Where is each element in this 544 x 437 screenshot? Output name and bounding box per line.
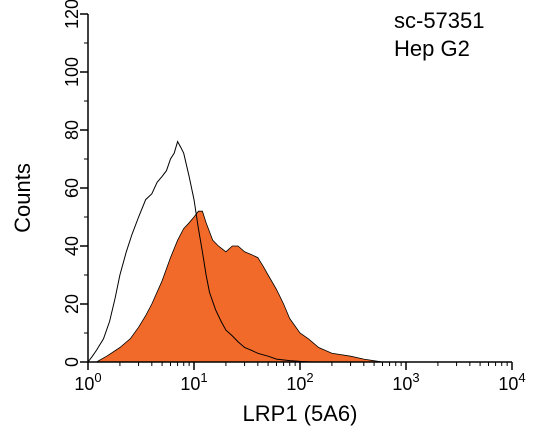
series-outline-histogram <box>87 140 313 363</box>
y-tick-label: 80 <box>62 120 82 140</box>
annotation-antibody: sc-57351 <box>394 8 485 33</box>
x-tick-label: 101 <box>180 370 207 394</box>
y-tick-label: 60 <box>62 178 82 198</box>
y-axis-title: Counts <box>10 163 35 233</box>
y-tick-label: 40 <box>62 236 82 256</box>
x-tick-label: 103 <box>392 370 419 394</box>
x-axis-title: LRP1 (5A6) <box>243 401 358 426</box>
x-axis-ticks: 100 101 102 103 104 <box>74 362 526 394</box>
y-axis-ticks: 0 20 40 60 80 100 120 <box>62 0 88 367</box>
plot-series <box>87 140 383 363</box>
y-tick-label: 0 <box>62 357 82 367</box>
x-tick-label: 102 <box>286 370 313 394</box>
x-tick-label: 100 <box>74 370 101 394</box>
annotation-cell-line: Hep G2 <box>394 36 470 61</box>
series-filled-histogram <box>94 210 383 363</box>
y-tick-label: 20 <box>62 294 82 314</box>
y-tick-label: 120 <box>62 0 82 29</box>
y-tick-label: 100 <box>62 57 82 87</box>
x-tick-label: 104 <box>498 370 525 394</box>
